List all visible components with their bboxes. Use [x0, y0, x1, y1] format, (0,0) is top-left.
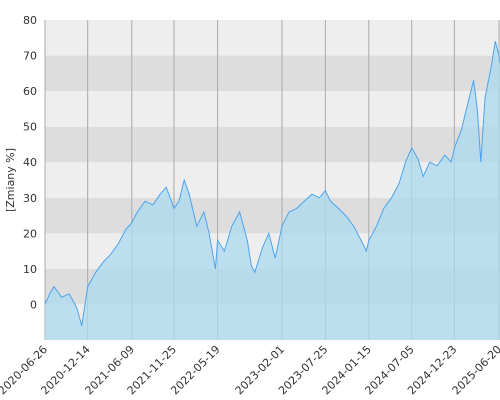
y-tick-label: 50 — [23, 121, 37, 134]
area — [45, 41, 500, 341]
y-tick-label: 20 — [23, 227, 37, 240]
band — [45, 20, 500, 56]
y-tick-label: 30 — [23, 192, 37, 205]
y-axis-label: [Zmiany %] — [4, 148, 17, 212]
line — [44, 41, 500, 326]
y-tick-label: 60 — [23, 85, 37, 98]
band — [45, 55, 500, 92]
y-tick-label: 70 — [23, 50, 37, 63]
y-tick-label: 80 — [23, 14, 37, 27]
band — [45, 126, 500, 163]
y-tick-label: 0 — [30, 298, 37, 311]
y-tick-label: 10 — [23, 263, 37, 276]
band — [45, 91, 500, 127]
y-tick-label: 40 — [23, 156, 37, 169]
